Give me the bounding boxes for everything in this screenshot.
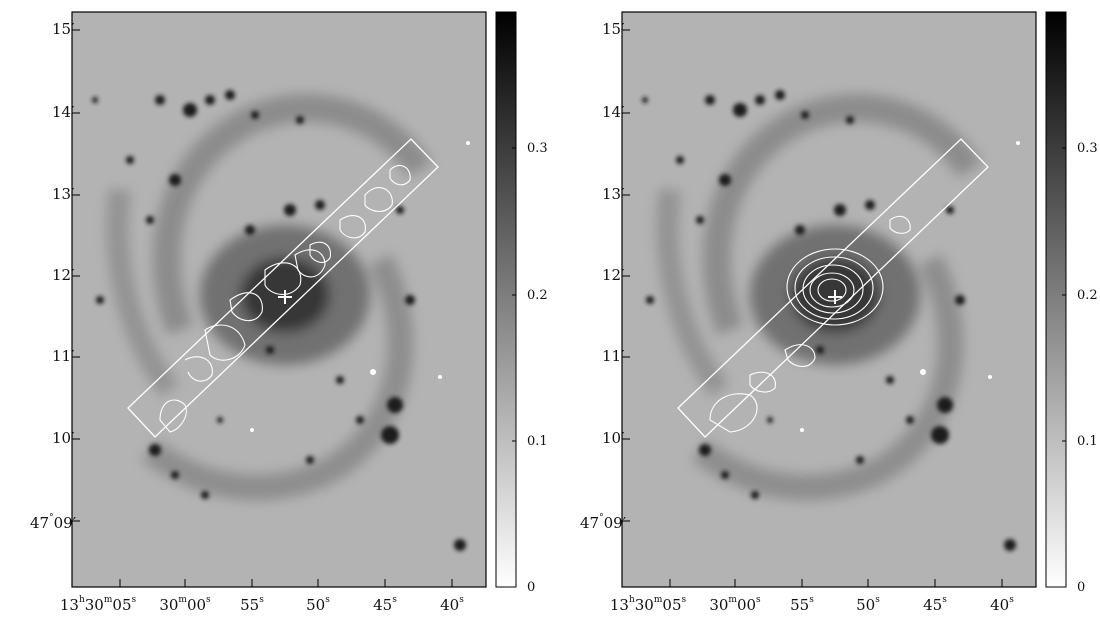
ra-label: 40s (990, 595, 1014, 614)
ra-label: 55s (240, 595, 264, 614)
dec-label: 11′ (602, 347, 625, 365)
ra-label: 13h30m05s (609, 595, 687, 614)
colorbar-tick-label: 0.3 (527, 141, 548, 156)
ra-label: 30m00s (159, 595, 211, 614)
colorbar (1045, 11, 1067, 588)
ra-label: 55s (790, 595, 814, 614)
left-image-figure (71, 11, 517, 588)
dec-label: 10′ (602, 429, 625, 447)
colorbar (495, 11, 517, 588)
colorbar-tick-label: 0.1 (527, 434, 548, 449)
dec-label: 13′ (602, 185, 625, 203)
contour-lines (159, 165, 411, 433)
dec-label: 47°09′ (30, 513, 77, 532)
ra-label: 50s (856, 595, 880, 614)
axis-ticks (622, 29, 1003, 587)
axis-ticks (72, 29, 453, 587)
dec-label: 11′ (52, 347, 75, 365)
ra-label: 40s (440, 595, 464, 614)
left-panel: 15′ 14′ 13′ 12′ 11′ 10′ 47°09′ 13h30m05s… (30, 11, 548, 614)
image-frame (621, 11, 1037, 588)
dec-label: 10′ (52, 429, 75, 447)
dec-label: 15′ (52, 20, 75, 38)
nucleus-marker (278, 290, 292, 304)
galaxy-image (622, 12, 1036, 587)
colorbar-tick-label: 0.3 (1077, 141, 1098, 156)
colorbar-tick-label: 0 (527, 580, 536, 595)
right-panel: 15′ 14′ 13′ 12′ 11′ 10′ 47°09′ 13h30m05s… (550, 0, 1100, 619)
dec-label: 13′ (52, 185, 75, 203)
dec-label: 47°09′ (580, 513, 627, 532)
right-image-figure (621, 11, 1067, 588)
ra-label: 13h30m05s (59, 595, 137, 614)
ra-label: 30m00s (709, 595, 761, 614)
slit-outline (677, 138, 989, 438)
colorbar-tick-label: 0 (1077, 580, 1086, 595)
nucleus-marker (828, 290, 842, 304)
contour-lines (709, 215, 911, 433)
slit-outline (127, 138, 439, 438)
ra-label: 50s (306, 595, 330, 614)
ra-label: 45s (923, 595, 947, 614)
colorbar-tick-label: 0.1 (1077, 434, 1098, 449)
colorbar-tick-label: 0.2 (1077, 288, 1098, 303)
dec-label: 14′ (602, 103, 625, 121)
colorbar-tick-label: 0.2 (527, 288, 548, 303)
galaxy-image (72, 12, 486, 587)
dec-label: 15′ (602, 20, 625, 38)
dec-label: 14′ (52, 103, 75, 121)
image-frame (71, 11, 487, 588)
dec-label: 12′ (52, 266, 75, 284)
dec-label: 12′ (602, 266, 625, 284)
ra-label: 45s (373, 595, 397, 614)
